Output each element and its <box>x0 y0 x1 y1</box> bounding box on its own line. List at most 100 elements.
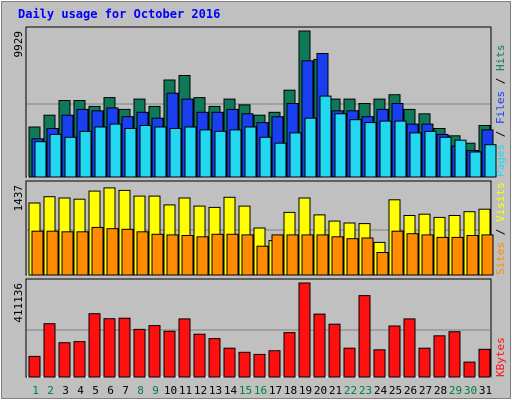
x-tick-label: 23 <box>359 384 372 397</box>
bar-sites-day-24 <box>376 252 389 276</box>
x-tick-label: 26 <box>404 384 417 397</box>
bar-kbytes-day-26 <box>403 318 416 378</box>
bar-kbytes-day-7 <box>118 317 131 378</box>
series-pages <box>34 95 497 178</box>
bar-pages-day-17 <box>274 142 287 178</box>
x-tick-label: 6 <box>107 384 114 397</box>
legend-kbytes: KBytes <box>494 337 507 377</box>
bar-kbytes-day-23 <box>358 295 371 378</box>
x-tick-label: 22 <box>344 384 357 397</box>
bar-kbytes-day-31 <box>478 348 491 378</box>
bar-kbytes-day-20 <box>313 313 326 378</box>
legend-item-sites: Sites <box>494 242 507 275</box>
x-tick-label: 10 <box>164 384 177 397</box>
bar-kbytes-day-17 <box>268 350 281 378</box>
bar-kbytes-day-24 <box>373 349 386 378</box>
bar-sites-day-27 <box>421 234 434 276</box>
bar-pages-day-7 <box>124 128 137 178</box>
x-tick-label: 19 <box>299 384 312 397</box>
bar-pages-day-16 <box>259 136 272 178</box>
bar-sites-day-14 <box>226 233 239 276</box>
bar-sites-day-26 <box>406 233 419 276</box>
legend-separator: / <box>494 71 507 91</box>
bar-kbytes-day-27 <box>418 347 431 378</box>
bar-kbytes-day-25 <box>388 325 401 378</box>
bar-kbytes-day-4 <box>73 341 86 378</box>
bar-kbytes-day-19 <box>298 282 311 378</box>
x-tick-label: 9 <box>152 384 159 397</box>
bar-pages-day-26 <box>409 132 422 178</box>
bar-sites-day-18 <box>286 234 299 276</box>
x-tick-label: 2 <box>47 384 54 397</box>
x-tick-label: 21 <box>329 384 342 397</box>
legend-visits: Sites / Visits <box>494 182 507 275</box>
x-tick-label: 25 <box>389 384 402 397</box>
bar-pages-day-23 <box>364 122 377 178</box>
bar-sites-day-21 <box>331 236 344 276</box>
bar-kbytes-day-5 <box>88 313 101 378</box>
bar-pages-day-24 <box>379 120 392 178</box>
x-tick-label: 31 <box>479 384 492 397</box>
bar-kbytes-day-8 <box>133 328 146 378</box>
bar-pages-day-13 <box>214 130 227 178</box>
bar-sites-day-20 <box>316 234 329 276</box>
x-tick-label: 29 <box>449 384 462 397</box>
bar-sites-day-1 <box>31 230 44 276</box>
x-tick-label: 5 <box>92 384 99 397</box>
bar-pages-day-6 <box>109 123 122 178</box>
bar-sites-day-11 <box>181 235 194 276</box>
bar-pages-day-2 <box>49 133 62 178</box>
bar-sites-day-4 <box>76 231 89 276</box>
bar-pages-day-18 <box>289 132 302 178</box>
bar-sites-day-2 <box>46 230 59 276</box>
bar-sites-day-9 <box>151 233 164 276</box>
bar-kbytes-day-15 <box>238 351 251 378</box>
bar-pages-day-30 <box>469 151 482 178</box>
bar-sites-day-19 <box>301 234 314 276</box>
bar-pages-day-12 <box>199 129 212 178</box>
bar-pages-day-28 <box>439 136 452 178</box>
bar-kbytes-day-29 <box>448 331 461 378</box>
bar-kbytes-day-1 <box>28 355 41 378</box>
x-tick-label: 4 <box>77 384 84 397</box>
series-kbytes <box>28 282 491 378</box>
bar-sites-day-15 <box>241 234 254 276</box>
bar-pages-day-10 <box>169 128 182 178</box>
x-tick-label: 30 <box>464 384 477 397</box>
bar-kbytes-day-16 <box>253 353 266 378</box>
bar-sites-day-29 <box>451 236 464 276</box>
bar-sites-day-12 <box>196 236 209 276</box>
x-tick-label: 28 <box>434 384 447 397</box>
bar-kbytes-day-6 <box>103 318 116 378</box>
x-tick-label: 17 <box>269 384 282 397</box>
bar-pages-day-1 <box>34 141 47 178</box>
bar-pages-day-27 <box>424 130 437 178</box>
legend-item-visits: Visits <box>494 182 507 222</box>
bar-kbytes-day-28 <box>433 335 446 378</box>
x-tick-label: 16 <box>254 384 267 397</box>
x-tick-label: 18 <box>284 384 297 397</box>
y-max-label: 1437 <box>12 185 25 212</box>
x-tick-label: 27 <box>419 384 432 397</box>
bar-pages-day-22 <box>349 119 362 178</box>
x-tick-label: 8 <box>137 384 144 397</box>
bar-pages-day-3 <box>64 136 77 178</box>
bar-pages-day-15 <box>244 126 257 178</box>
legend-separator: / <box>494 124 507 144</box>
bar-kbytes-day-30 <box>463 361 476 378</box>
bar-sites-day-22 <box>346 238 359 276</box>
y-max-label: 411136 <box>12 283 25 323</box>
bar-sites-day-23 <box>361 237 374 276</box>
bar-sites-day-3 <box>61 231 74 276</box>
bar-sites-day-5 <box>91 226 104 276</box>
bar-pages-day-21 <box>334 113 347 178</box>
bar-pages-day-31 <box>484 144 497 178</box>
bar-kbytes-day-9 <box>148 325 161 378</box>
bar-pages-day-14 <box>229 129 242 178</box>
x-tick-label: 1 <box>32 384 39 397</box>
legend-hits: Pages / Files / Hits <box>494 45 507 178</box>
bar-pages-day-11 <box>184 126 197 178</box>
bar-pages-day-25 <box>394 120 407 178</box>
bar-sites-day-17 <box>271 234 284 276</box>
